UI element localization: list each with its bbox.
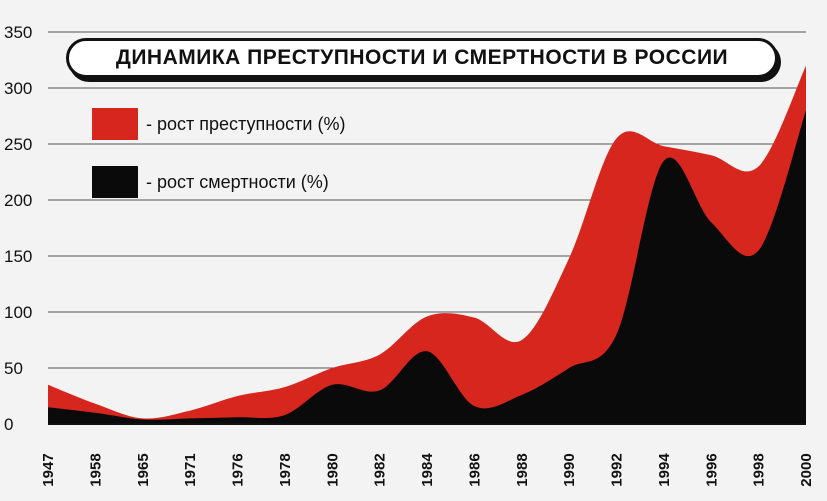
x-tick-label: 1965 [135, 453, 152, 486]
x-tick-label: 1984 [419, 453, 436, 487]
legend-swatch-mortality [92, 166, 138, 198]
y-tick-label: 150 [4, 247, 32, 266]
x-tick-label: 1990 [561, 453, 578, 486]
x-tick-label: 1980 [324, 453, 341, 486]
x-tick-label: 1976 [230, 453, 247, 486]
x-tick-label: 1994 [656, 453, 673, 487]
legend-label-crime: - рост преступности (%) [146, 113, 346, 134]
x-tick-label: 1998 [751, 453, 768, 486]
x-tick-label: 1978 [277, 453, 294, 486]
x-tick-label: 1958 [87, 453, 104, 486]
y-tick-label: 50 [4, 359, 23, 378]
y-tick-label: 200 [4, 191, 32, 210]
x-tick-label: 1996 [703, 453, 720, 486]
x-tick-label: 1992 [609, 453, 626, 486]
x-tick-label: 1988 [514, 453, 531, 486]
x-tick-label: 2000 [798, 453, 815, 486]
legend-label-mortality: - рост смертности (%) [146, 171, 329, 192]
mortality-area [48, 110, 806, 425]
x-tick-label: 1986 [466, 453, 483, 486]
y-tick-label: 0 [4, 415, 13, 434]
y-tick-label: 300 [4, 79, 32, 98]
legend-item-crime: - рост преступности (%) [92, 108, 345, 140]
chart-title-box: ДИНАМИКА ПРЕСТУПНОСТИ И СМЕРТНОСТИ В РОС… [66, 38, 778, 78]
legend-swatch-crime [92, 108, 138, 140]
x-tick-label: 1971 [182, 453, 199, 486]
legend-item-mortality: - рост смертности (%) [92, 166, 329, 198]
chart-title: ДИНАМИКА ПРЕСТУПНОСТИ И СМЕРТНОСТИ В РОС… [115, 46, 729, 69]
x-tick-label: 1947 [40, 453, 57, 486]
y-tick-label: 350 [4, 23, 32, 42]
y-tick-label: 250 [4, 135, 32, 154]
x-tick-label: 1982 [372, 453, 389, 486]
y-tick-label: 100 [4, 303, 32, 322]
